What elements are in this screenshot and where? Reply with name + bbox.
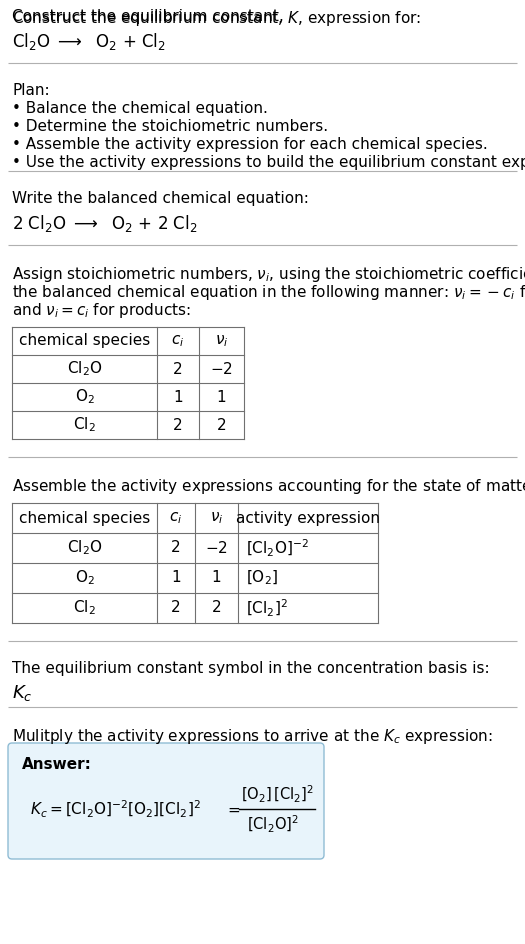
Text: $K_c = [\mathrm{Cl_2O}]^{-2} [\mathrm{O_2}] [\mathrm{Cl_2}]^2$: $K_c = [\mathrm{Cl_2O}]^{-2} [\mathrm{O_… (30, 799, 201, 819)
Text: $\nu_i$: $\nu_i$ (215, 333, 228, 349)
Text: 1: 1 (212, 570, 222, 585)
Text: $\nu_i$: $\nu_i$ (210, 510, 223, 526)
Text: 2: 2 (217, 417, 226, 432)
Text: [O$_2$]: [O$_2$] (246, 569, 278, 587)
Text: $-$2: $-$2 (210, 361, 233, 377)
Text: • Assemble the activity expression for each chemical species.: • Assemble the activity expression for e… (12, 137, 488, 152)
Text: O$_2$: O$_2$ (75, 388, 94, 406)
Text: 1: 1 (217, 390, 226, 404)
Text: 2: 2 (171, 600, 181, 615)
Text: Write the balanced chemical equation:: Write the balanced chemical equation: (12, 191, 309, 206)
Text: $c_i$: $c_i$ (170, 510, 183, 526)
Text: 1: 1 (171, 570, 181, 585)
Text: Answer:: Answer: (22, 757, 92, 772)
Text: 1: 1 (173, 390, 183, 404)
Text: the balanced chemical equation in the following manner: $\nu_i = -c_i$ for react: the balanced chemical equation in the fo… (12, 283, 525, 302)
Text: chemical species: chemical species (19, 333, 150, 348)
Text: Mulitply the activity expressions to arrive at the $K_c$ expression:: Mulitply the activity expressions to arr… (12, 727, 492, 746)
Text: O$_2$: O$_2$ (75, 568, 94, 587)
Text: Cl$_2$: Cl$_2$ (73, 598, 96, 617)
Text: [Cl$_2$]$^2$: [Cl$_2$]$^2$ (246, 598, 288, 618)
Text: Cl$_2$O: Cl$_2$O (67, 360, 102, 379)
Text: 2: 2 (212, 600, 222, 615)
FancyBboxPatch shape (8, 743, 324, 859)
Text: activity expression: activity expression (236, 511, 380, 526)
Text: • Balance the chemical equation.: • Balance the chemical equation. (12, 101, 268, 116)
Text: $[\mathrm{O_2}]\, [\mathrm{Cl_2}]^2$: $[\mathrm{O_2}]\, [\mathrm{Cl_2}]^2$ (241, 784, 314, 804)
Text: 2: 2 (171, 541, 181, 555)
Text: Cl$_2$O: Cl$_2$O (67, 539, 102, 557)
Text: Assemble the activity expressions accounting for the state of matter and $\nu_i$: Assemble the activity expressions accoun… (12, 477, 525, 496)
Text: Construct the equilibrium constant,: Construct the equilibrium constant, (12, 9, 289, 24)
Text: [Cl$_2$O]$^{-2}$: [Cl$_2$O]$^{-2}$ (246, 537, 309, 559)
Text: 2: 2 (173, 417, 183, 432)
Text: 2: 2 (173, 362, 183, 377)
Text: • Determine the stoichiometric numbers.: • Determine the stoichiometric numbers. (12, 119, 328, 134)
Text: Cl$_2$O $\longrightarrow$  O$_2$ + Cl$_2$: Cl$_2$O $\longrightarrow$ O$_2$ + Cl$_2$ (12, 31, 166, 52)
Text: and $\nu_i = c_i$ for products:: and $\nu_i = c_i$ for products: (12, 301, 191, 320)
Text: $-$2: $-$2 (205, 540, 228, 556)
Text: The equilibrium constant symbol in the concentration basis is:: The equilibrium constant symbol in the c… (12, 661, 490, 676)
Text: Construct the equilibrium constant, $K$, expression for:: Construct the equilibrium constant, $K$,… (12, 9, 422, 28)
Text: $K_c$: $K_c$ (12, 683, 33, 703)
Text: Plan:: Plan: (12, 83, 50, 98)
Text: $[\mathrm{Cl_2O}]^2$: $[\mathrm{Cl_2O}]^2$ (247, 814, 299, 834)
Text: • Use the activity expressions to build the equilibrium constant expression.: • Use the activity expressions to build … (12, 155, 525, 170)
Text: chemical species: chemical species (19, 511, 150, 526)
Text: Assign stoichiometric numbers, $\nu_i$, using the stoichiometric coefficients, $: Assign stoichiometric numbers, $\nu_i$, … (12, 265, 525, 284)
Text: 2 Cl$_2$O $\longrightarrow$  O$_2$ + 2 Cl$_2$: 2 Cl$_2$O $\longrightarrow$ O$_2$ + 2 Cl… (12, 213, 197, 234)
Text: Cl$_2$: Cl$_2$ (73, 415, 96, 434)
Text: $=$: $=$ (225, 801, 241, 817)
Text: $c_i$: $c_i$ (171, 333, 185, 349)
